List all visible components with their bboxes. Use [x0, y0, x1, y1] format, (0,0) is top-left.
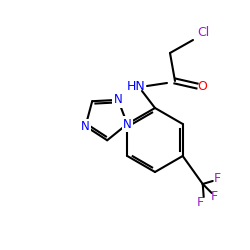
Text: N: N: [81, 120, 90, 133]
Text: O: O: [197, 80, 207, 94]
Text: Cl: Cl: [197, 26, 209, 40]
Text: F: F: [197, 196, 204, 208]
Text: N: N: [114, 93, 122, 106]
Text: HN: HN: [126, 80, 145, 92]
Text: F: F: [211, 190, 218, 202]
Text: F: F: [214, 172, 221, 186]
Text: N: N: [123, 118, 132, 130]
